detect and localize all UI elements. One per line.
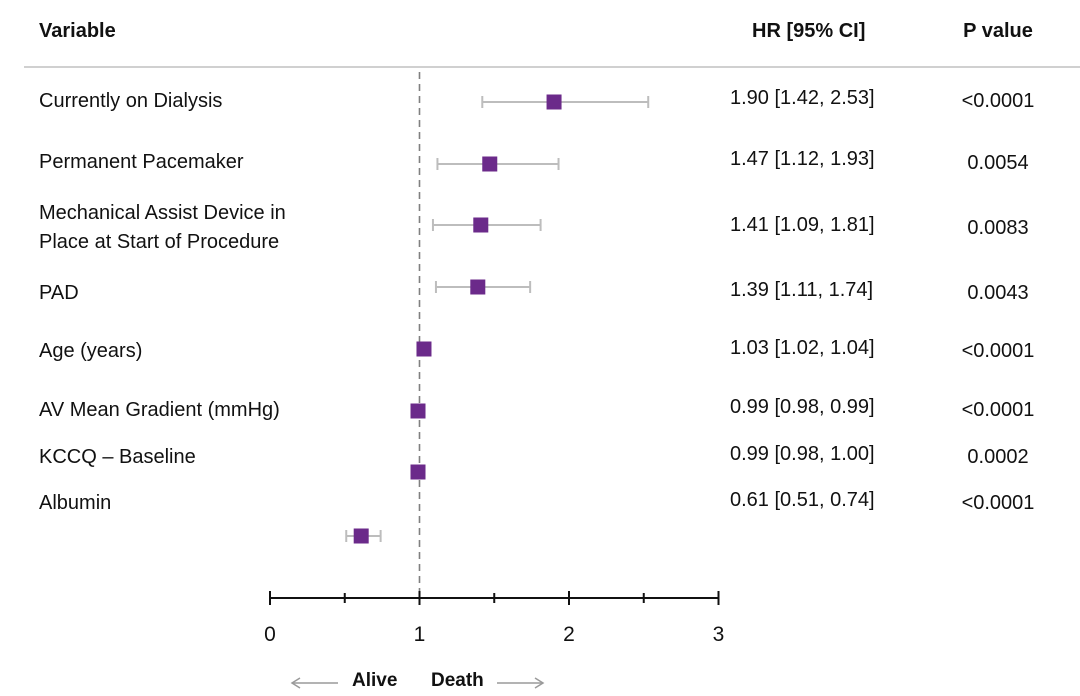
death-label: Death	[431, 670, 484, 691]
row-p-pad: 0.0043	[967, 282, 1029, 304]
alive-arrow-head	[290, 677, 301, 689]
row-hr-dialysis: 1.90 [1.42, 2.53]	[730, 87, 875, 109]
row-hr-pacemaker: 1.47 [1.12, 1.93]	[730, 148, 875, 170]
hr-marker	[546, 94, 562, 110]
row-hr-assist-device: 1.41 [1.09, 1.81]	[730, 214, 875, 236]
hr-marker	[410, 403, 426, 419]
row-label-age: Age (years)	[39, 340, 143, 362]
row-hr-kccq: 0.99 [0.98, 1.00]	[730, 443, 875, 465]
row-p-dialysis: <0.0001	[961, 90, 1035, 112]
x-tick-label: 2	[563, 623, 575, 646]
hr-marker	[410, 464, 426, 480]
row-label-pad: PAD	[39, 282, 79, 304]
row-label-pacemaker: Permanent Pacemaker	[39, 151, 244, 173]
row-label-av-gradient: AV Mean Gradient (mmHg)	[39, 399, 280, 421]
row-hr-albumin: 0.61 [0.51, 0.74]	[730, 489, 875, 511]
header-hr: HR [95% CI]	[752, 20, 866, 42]
row-label-albumin: Albumin	[39, 492, 112, 514]
row-p-albumin: <0.0001	[961, 492, 1035, 514]
death-arrow-head	[534, 677, 545, 689]
row-hr-age: 1.03 [1.02, 1.04]	[730, 337, 875, 359]
header-pvalue: P value	[963, 20, 1033, 42]
x-tick-label: 0	[264, 623, 276, 646]
hr-marker	[470, 279, 486, 295]
x-tick-label: 1	[414, 623, 426, 646]
row-p-av-gradient: <0.0001	[961, 399, 1035, 421]
row-p-age: <0.0001	[961, 340, 1035, 362]
row-p-pacemaker: 0.0054	[967, 152, 1029, 174]
hr-marker	[482, 156, 498, 172]
row-label-kccq: KCCQ – Baseline	[39, 446, 196, 468]
row-hr-av-gradient: 0.99 [0.98, 0.99]	[730, 396, 875, 418]
x-tick-label: 3	[713, 623, 725, 646]
row-label-dialysis: Currently on Dialysis	[39, 90, 223, 112]
hr-marker	[353, 528, 369, 544]
row-label-assist-device: Mechanical Assist Device in Place at Sta…	[39, 202, 286, 253]
row-p-kccq: 0.0002	[967, 446, 1029, 468]
header-variable: Variable	[39, 20, 116, 42]
hr-marker	[416, 341, 432, 357]
hr-marker	[473, 217, 489, 233]
header-divider	[24, 66, 1080, 68]
row-p-assist-device: 0.0083	[967, 217, 1029, 239]
alive-label: Alive	[352, 670, 397, 691]
row-hr-pad: 1.39 [1.11, 1.74]	[730, 279, 874, 301]
